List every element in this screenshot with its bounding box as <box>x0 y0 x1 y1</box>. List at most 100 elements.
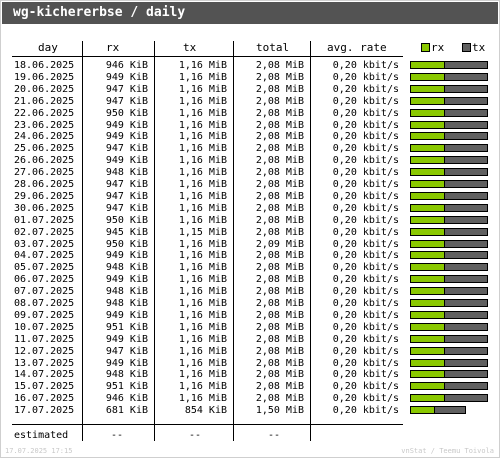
total-cell: 2,08 MiB <box>255 309 304 321</box>
day-cell: 06.07.2025 <box>14 274 75 286</box>
table-row: 03.07.2025 950 KiB 1,16 MiB 2,09 MiB 0,20 kb… <box>0 239 500 250</box>
rx-cell: 949 KiB <box>105 131 148 143</box>
rx-bar <box>410 239 445 248</box>
rx-cell: 947 KiB <box>105 179 148 190</box>
rx-bar <box>410 310 445 319</box>
table-row: 11.07.2025 949 KiB 1,16 MiB 2,08 MiB 0,20 kb… <box>0 334 500 345</box>
table-row: 01.07.2025 950 KiB 1,16 MiB 2,08 MiB 0,20 kb… <box>0 215 500 226</box>
day-cell: 02.07.2025 <box>14 226 75 238</box>
rx-bar <box>410 96 445 105</box>
table-row: 24.06.2025 949 KiB 1,16 MiB 2,08 MiB 0,20 kb… <box>0 131 500 142</box>
rx-cell: 947 KiB <box>105 95 148 107</box>
rx-bar <box>410 61 445 69</box>
tx-bar <box>444 251 488 260</box>
tx-cell: 1,16 MiB <box>178 143 227 155</box>
total-cell: 2,08 MiB <box>255 143 304 155</box>
rate-cell: 0,20 kbit/s <box>332 190 399 202</box>
rx-cell: 949 KiB <box>105 119 148 131</box>
rx-bar <box>410 287 445 296</box>
total-cell: 2,09 MiB <box>255 238 304 250</box>
tx-bar <box>444 61 488 69</box>
rx-bar <box>410 322 445 331</box>
total-cell: 2,08 MiB <box>255 333 304 345</box>
rate-cell: 0,20 kbit/s <box>332 333 399 345</box>
tx-bar <box>444 322 488 331</box>
tx-cell: 1,15 MiB <box>178 226 227 238</box>
rx-bar <box>410 72 445 81</box>
column-divider <box>233 41 234 441</box>
day-cell: 26.06.2025 <box>14 155 75 167</box>
rx-cell: 949 KiB <box>105 333 148 345</box>
total-cell: 2,08 MiB <box>255 71 304 83</box>
footer-credit: vnStat / Teemu Toivola <box>401 447 494 455</box>
rx-bar <box>410 382 445 391</box>
rate-cell: 0,20 kbit/s <box>332 381 399 393</box>
tx-bar <box>444 310 488 319</box>
day-cell: 22.06.2025 <box>14 107 75 119</box>
tx-bar <box>444 382 488 391</box>
rx-bar <box>410 394 445 403</box>
total-cell: 2,08 MiB <box>255 262 304 274</box>
total-cell: 2,08 MiB <box>255 107 304 119</box>
estimated-separator <box>12 424 403 425</box>
tx-cell: 1,16 MiB <box>178 274 227 286</box>
table-row: 15.07.2025 951 KiB 1,16 MiB 2,08 MiB 0,20 kb… <box>0 381 500 392</box>
total-cell: 2,08 MiB <box>255 393 304 405</box>
tx-cell: 1,16 MiB <box>178 250 227 262</box>
total-cell: 2,08 MiB <box>255 167 304 179</box>
estimated-total: -- <box>268 430 281 441</box>
tx-bar <box>444 108 488 117</box>
tx-cell: 1,16 MiB <box>178 393 227 405</box>
tx-cell: 1,16 MiB <box>178 71 227 83</box>
total-cell: 2,08 MiB <box>255 250 304 262</box>
day-cell: 27.06.2025 <box>14 167 75 179</box>
rx-cell: 948 KiB <box>105 262 148 274</box>
rate-cell: 0,20 kbit/s <box>332 262 399 274</box>
rx-bar <box>410 334 445 343</box>
table-row: 30.06.2025 947 KiB 1,16 MiB 2,08 MiB 0,20 kb… <box>0 203 500 214</box>
rate-cell: 0,20 kbit/s <box>332 369 399 381</box>
day-cell: 14.07.2025 <box>14 369 75 381</box>
tx-bar <box>444 299 488 307</box>
tx-bar <box>444 120 488 129</box>
rx-cell: 945 KiB <box>105 226 148 238</box>
table-row: 05.07.2025 948 KiB 1,16 MiB 2,08 MiB 0,20 kb… <box>0 262 500 273</box>
day-cell: 01.07.2025 <box>14 214 75 226</box>
total-cell: 2,08 MiB <box>255 381 304 393</box>
table-row: 10.07.2025 951 KiB 1,16 MiB 2,08 MiB 0,20 kb… <box>0 322 500 333</box>
table-row: 12.07.2025 947 KiB 1,16 MiB 2,08 MiB 0,20 kb… <box>0 346 500 357</box>
tx-bar <box>444 287 488 296</box>
rate-cell: 0,20 kbit/s <box>332 250 399 262</box>
tx-bar <box>444 346 488 355</box>
total-cell: 2,08 MiB <box>255 190 304 202</box>
day-cell: 03.07.2025 <box>14 238 75 250</box>
rx-bar <box>410 191 445 200</box>
tx-bar <box>444 239 488 248</box>
tx-cell: 1,16 MiB <box>178 321 227 333</box>
rate-cell: 0,20 kbit/s <box>332 60 399 71</box>
table-row: 09.07.2025 949 KiB 1,16 MiB 2,08 MiB 0,20 kb… <box>0 310 500 321</box>
rx-cell: 949 KiB <box>105 250 148 262</box>
table-row: 28.06.2025 947 KiB 1,16 MiB 2,08 MiB 0,20 kb… <box>0 179 500 190</box>
rx-cell: 947 KiB <box>105 190 148 202</box>
legend-rx-swatch <box>421 43 430 52</box>
rx-bar <box>410 215 445 224</box>
rx-bar <box>410 370 445 379</box>
tx-bar <box>444 156 488 165</box>
rate-cell: 0,20 kbit/s <box>332 83 399 95</box>
tx-bar <box>444 334 488 343</box>
rate-cell: 0,20 kbit/s <box>332 226 399 238</box>
day-cell: 09.07.2025 <box>14 309 75 321</box>
tx-cell: 1,16 MiB <box>178 131 227 143</box>
total-cell: 2,08 MiB <box>255 95 304 107</box>
page-title: wg-kichererbse / daily <box>13 5 186 20</box>
tx-cell: 1,16 MiB <box>178 190 227 202</box>
day-cell: 04.07.2025 <box>14 250 75 262</box>
tx-bar <box>444 394 488 403</box>
rate-cell: 0,20 kbit/s <box>332 155 399 167</box>
rx-cell: 951 KiB <box>105 321 148 333</box>
table-row: 14.07.2025 948 KiB 1,16 MiB 2,08 MiB 0,20 kb… <box>0 369 500 380</box>
tx-bar <box>444 370 488 379</box>
rate-cell: 0,20 kbit/s <box>332 107 399 119</box>
estimated-rx: -- <box>111 430 124 441</box>
